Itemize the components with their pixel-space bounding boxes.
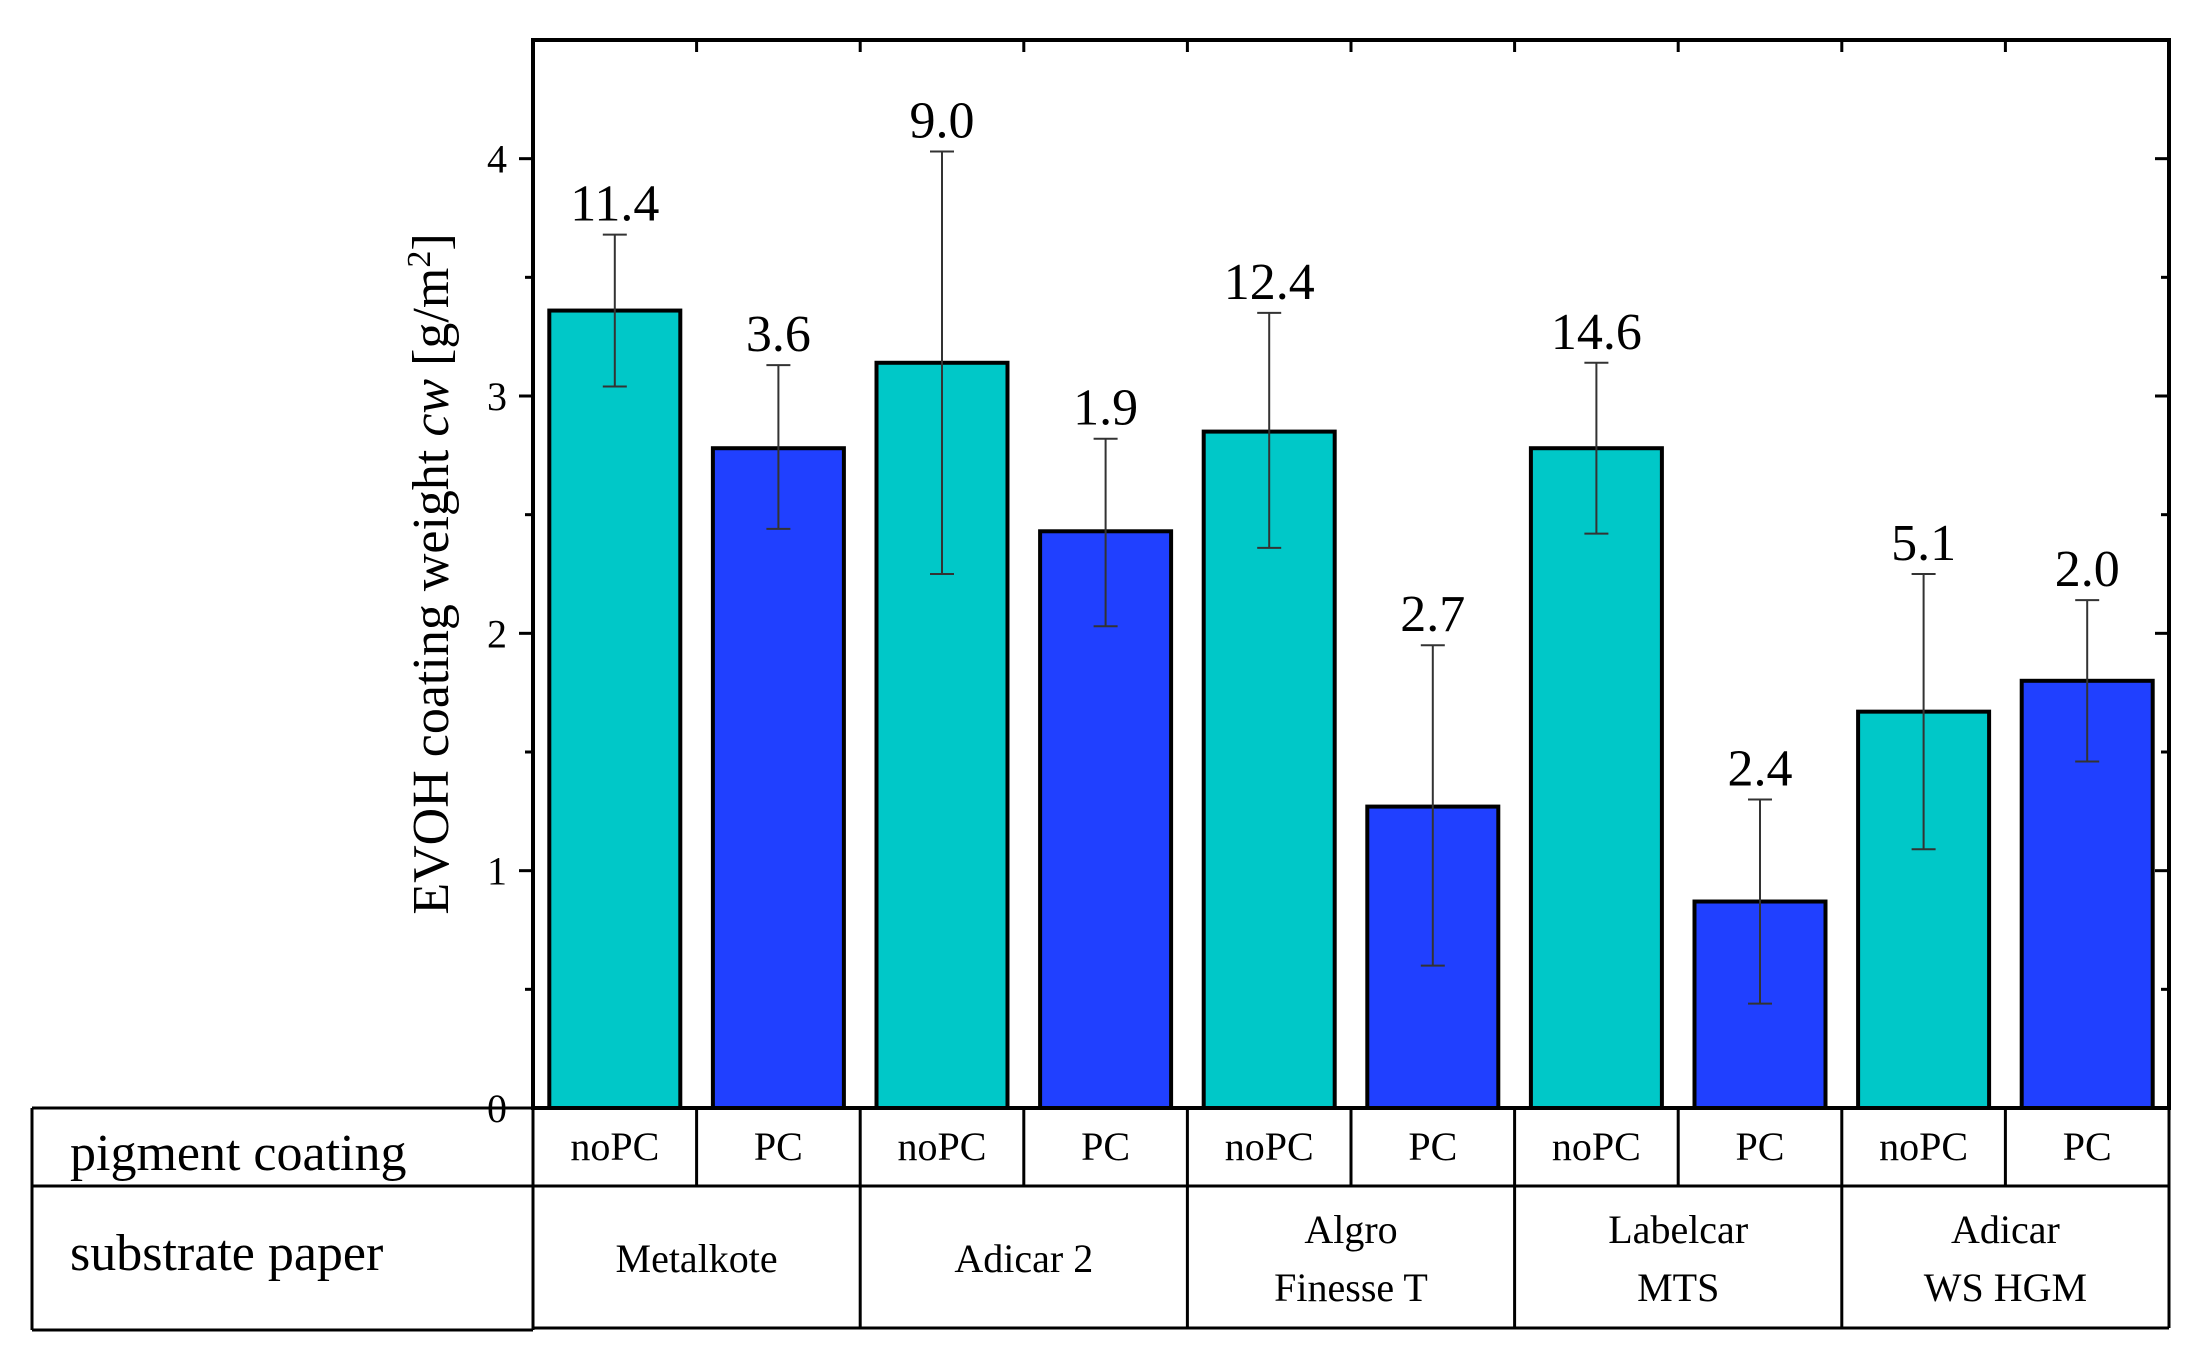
y-tick-label: 3 (487, 374, 507, 419)
data-label: 9.0 (910, 93, 975, 150)
y-axis-label-unit: [g/m (403, 268, 460, 379)
bar-nopc (1528, 446, 1664, 1111)
data-label: 1.9 (1073, 380, 1138, 437)
substrate-labels: Metalkote Adicar 2 Algro Finesse T Labelcar M… (616, 1207, 2088, 1310)
bar-pc (1038, 529, 1174, 1110)
row-label-substrate-paper: substrate paper (70, 1225, 383, 1282)
data-label: 2.4 (1728, 740, 1793, 797)
substrate-cell-label: Finesse T (1274, 1265, 1428, 1310)
data-label: 5.1 (1891, 515, 1956, 572)
table-dividers (695, 1108, 2007, 1328)
data-labels: 11.4 3.6 9.0 1.9 12.4 2.7 14.6 2.4 5.1 2.0 (570, 93, 2119, 798)
y-axis-label: EVOH coating weight cw [g/m2] (401, 233, 461, 914)
bars (547, 308, 2155, 1111)
y-tick-label: 4 (487, 137, 507, 182)
bar-nopc (547, 308, 683, 1110)
substrate-cell-label: WS HGM (1924, 1265, 2087, 1310)
substrate-cell-label: Adicar 2 (954, 1236, 1093, 1281)
coating-cell-label: PC (1736, 1124, 1785, 1169)
data-label: 12.4 (1224, 254, 1315, 311)
y-axis-label-close: ] (403, 233, 460, 250)
data-label: 3.6 (746, 306, 811, 363)
substrate-cell-label: Adicar (1951, 1207, 2060, 1252)
substrate-cell-label: MTS (1637, 1265, 1719, 1310)
coating-cell-label: noPC (570, 1124, 659, 1169)
axis-ticks (519, 40, 2169, 1110)
coating-cell-label: PC (2063, 1124, 2112, 1169)
coating-cell-label: noPC (1225, 1124, 1314, 1169)
y-tick-label: 2 (487, 611, 507, 656)
row-label-pigment-coating: pigment coating (70, 1125, 406, 1182)
coating-cell-label: PC (1081, 1124, 1130, 1169)
coating-cell-label: PC (1408, 1124, 1457, 1169)
bar-pc (710, 446, 846, 1111)
coating-labels: noPC PC noPC PC noPC PC noPC PC noPC PC (570, 1124, 2111, 1169)
data-label: 2.0 (2055, 541, 2120, 598)
substrate-cell-label: Labelcar (1608, 1207, 1748, 1252)
category-table (30, 1106, 2171, 1332)
coating-cell-label: PC (754, 1124, 803, 1169)
coating-cell-label: noPC (1552, 1124, 1641, 1169)
y-axis-label-sup: 2 (401, 251, 438, 268)
substrate-cell-label: Algro (1304, 1207, 1397, 1252)
error-bars (602, 150, 2100, 1005)
data-label: 11.4 (570, 176, 659, 233)
coating-cell-label: noPC (898, 1124, 987, 1169)
data-label: 2.7 (1400, 586, 1465, 643)
coating-cell-label: noPC (1879, 1124, 1968, 1169)
substrate-cell-label: Metalkote (616, 1236, 778, 1281)
y-tick-label: 1 (487, 849, 507, 894)
y-axis-label-main: EVOH coating weight (403, 437, 460, 915)
y-axis-label-var: cw (403, 379, 460, 437)
data-label: 14.6 (1551, 304, 1642, 361)
